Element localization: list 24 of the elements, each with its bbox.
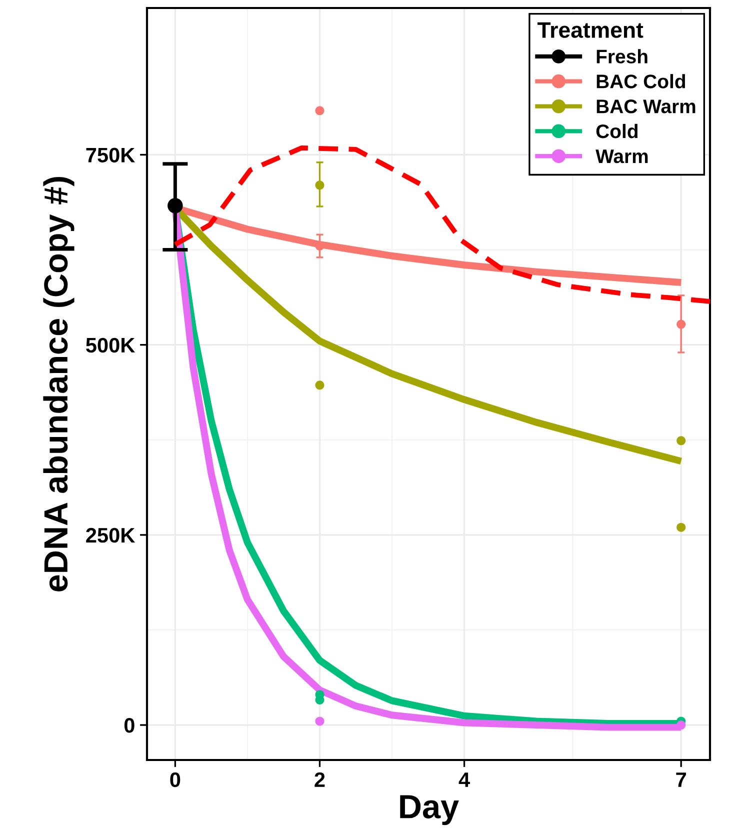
legend-label: BAC Warm bbox=[596, 100, 696, 114]
y-tick-label: 0 bbox=[124, 718, 134, 733]
line-series bbox=[172, 145, 710, 304]
point bbox=[676, 436, 686, 446]
point bbox=[315, 106, 324, 116]
y-tick-label: 500K bbox=[86, 338, 136, 353]
y-axis-title: eDNA abundance (Copy #) bbox=[43, 176, 74, 592]
y-tick-label: 750K bbox=[86, 148, 136, 163]
point bbox=[168, 198, 183, 214]
legend-label: Fresh bbox=[596, 49, 648, 64]
point bbox=[676, 720, 686, 730]
point bbox=[676, 522, 686, 532]
point bbox=[315, 380, 324, 390]
point bbox=[315, 716, 324, 726]
legend-title: Treatment bbox=[537, 22, 644, 38]
x-axis-title: Day bbox=[400, 795, 459, 826]
x-tick-label: 7 bbox=[676, 772, 686, 787]
x-tick-label: 4 bbox=[458, 772, 470, 787]
y-tick-label: 250K bbox=[86, 528, 136, 543]
x-tick-label: 0 bbox=[170, 772, 180, 788]
legend-label: BAC Cold bbox=[596, 74, 686, 88]
legend-label: Cold bbox=[596, 124, 638, 138]
legend-label: Warm bbox=[596, 150, 648, 164]
x-tick-label: 2 bbox=[314, 772, 325, 787]
